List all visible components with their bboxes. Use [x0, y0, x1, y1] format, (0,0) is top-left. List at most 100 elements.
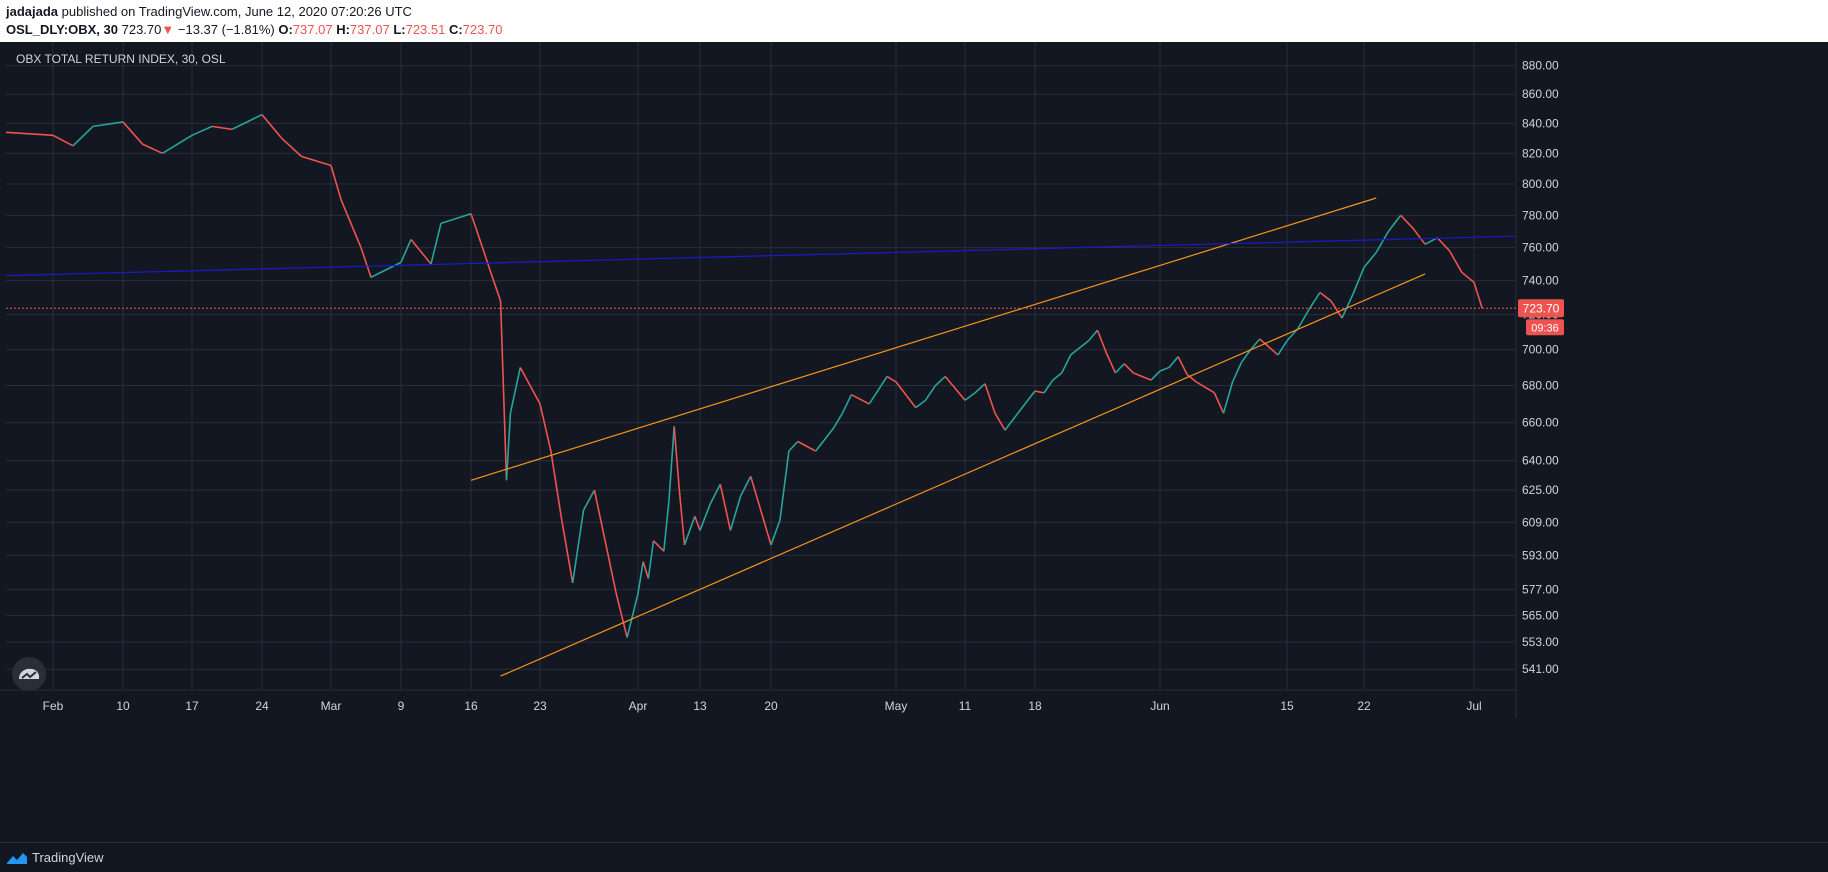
- price-segment: [1375, 230, 1390, 253]
- price-segment: [582, 489, 596, 511]
- price-segment: [1177, 356, 1188, 376]
- x-tick-label: 15: [1280, 699, 1294, 713]
- price-segment: [550, 450, 563, 521]
- price-segment: [1195, 381, 1215, 394]
- y-tick-label: 740.00: [1522, 274, 1559, 288]
- price-segment: [1052, 372, 1063, 381]
- price-segment: [749, 476, 772, 546]
- price-segment: [729, 495, 742, 531]
- y-tick-label: 660.00: [1522, 416, 1559, 430]
- price-segment: [1308, 292, 1321, 310]
- price-segment: [1448, 250, 1463, 273]
- x-tick-label: Feb: [43, 699, 64, 713]
- x-tick-label: 20: [764, 699, 778, 713]
- price-segment: [1168, 356, 1179, 368]
- price-segment: [770, 520, 781, 546]
- price-segment: [519, 367, 541, 405]
- price-segment: [1297, 309, 1310, 329]
- price-segment: [1461, 271, 1475, 283]
- open-label: O:: [278, 22, 293, 37]
- publish-text: published on TradingView.com, June 12, 2…: [61, 4, 412, 19]
- down-arrow-icon: ▼: [161, 22, 175, 37]
- price-segment: [489, 272, 502, 302]
- y-tick-label: 700.00: [1522, 343, 1559, 357]
- price-segment: [1150, 370, 1161, 381]
- footer-bar: TradingView: [0, 842, 1828, 872]
- x-tick-label: 11: [959, 699, 972, 713]
- y-tick-label: 577.00: [1522, 582, 1559, 596]
- price-segment: [994, 412, 1006, 431]
- price-segment: [1387, 214, 1402, 232]
- price-segment: [797, 440, 817, 452]
- price-segment: [1213, 392, 1225, 414]
- price-segment: [5, 131, 54, 137]
- x-tick-label: 16: [464, 699, 478, 713]
- y-tick-label: 609.00: [1522, 515, 1559, 529]
- x-tick-label: 9: [398, 699, 405, 713]
- last-price-label: 723.70: [1523, 301, 1560, 315]
- price-segment: [673, 426, 681, 491]
- price-segment: [1277, 340, 1288, 356]
- price-segment: [1096, 329, 1108, 354]
- y-tick-label: 553.00: [1522, 635, 1559, 649]
- price-segment: [52, 134, 74, 147]
- price-segment: [430, 223, 442, 265]
- price-segment: [1159, 366, 1170, 372]
- price-segment: [1259, 338, 1279, 356]
- y-tick-label: 760.00: [1522, 241, 1559, 255]
- last-price-badge: [1518, 299, 1564, 318]
- tradingview-cloud-icon[interactable]: [12, 657, 46, 691]
- x-tick-label: 24: [255, 699, 269, 713]
- price-segment: [72, 125, 94, 147]
- publish-header: jadajada published on TradingView.com, J…: [0, 0, 1828, 42]
- x-tick-label: Apr: [629, 699, 648, 713]
- chart-panel[interactable]: 880.00 860.00 840.00 820.00 800.00 780.00 760.…: [0, 42, 1828, 842]
- price-segment: [301, 155, 332, 167]
- price-segment: [924, 385, 937, 401]
- open-value: 737.07: [292, 22, 333, 37]
- low-label: L:: [393, 22, 406, 37]
- price-segment: [480, 242, 492, 273]
- author-name[interactable]: jadajada: [6, 4, 59, 19]
- price-segment: [1186, 374, 1197, 383]
- price-segment: [470, 213, 482, 243]
- countdown-label: 09:36: [1531, 322, 1559, 334]
- price-segment: [944, 375, 966, 401]
- price-segment: [162, 134, 193, 155]
- price-segment: [652, 540, 665, 552]
- price-segment: [868, 376, 888, 405]
- close-value: 723.70: [462, 22, 503, 37]
- price-segment: [850, 393, 870, 405]
- price-segment: [1105, 352, 1117, 374]
- price-segment: [1363, 251, 1377, 268]
- y-tick-label: 640.00: [1522, 454, 1559, 468]
- price-segment: [832, 412, 844, 429]
- price-segment: [1341, 293, 1354, 319]
- last-value: 723.70: [121, 22, 162, 37]
- price-segment: [92, 121, 124, 128]
- price-segment: [1123, 363, 1134, 374]
- y-tick-label: 541.00: [1522, 662, 1559, 676]
- price-segment: [974, 383, 986, 394]
- price-segment: [663, 500, 670, 552]
- low-value: 723.51: [405, 22, 446, 37]
- y-tick-label: 565.00: [1522, 608, 1559, 622]
- tradingview-logo-icon: [7, 853, 27, 864]
- y-tick-label: 840.00: [1522, 116, 1559, 130]
- price-segment: [211, 125, 233, 131]
- chart-canvas[interactable]: 880.00 860.00 840.00 820.00 800.00 780.00 760.…: [0, 42, 1828, 842]
- brand-label[interactable]: TradingView: [32, 850, 104, 865]
- price-segment: [683, 515, 696, 546]
- price-segment: [647, 540, 655, 579]
- price-segment: [571, 510, 585, 583]
- price-segment: [505, 413, 512, 481]
- price-segment: [440, 213, 472, 225]
- price-segment: [886, 375, 897, 383]
- y-tick-label: 860.00: [1522, 87, 1559, 101]
- horizontal-line: [5, 235, 1516, 277]
- x-tick-label: Jul: [1466, 699, 1481, 713]
- price-segment: [678, 490, 686, 546]
- price-segment: [934, 375, 946, 387]
- price-segment: [719, 484, 732, 531]
- price-segment: [1436, 237, 1451, 252]
